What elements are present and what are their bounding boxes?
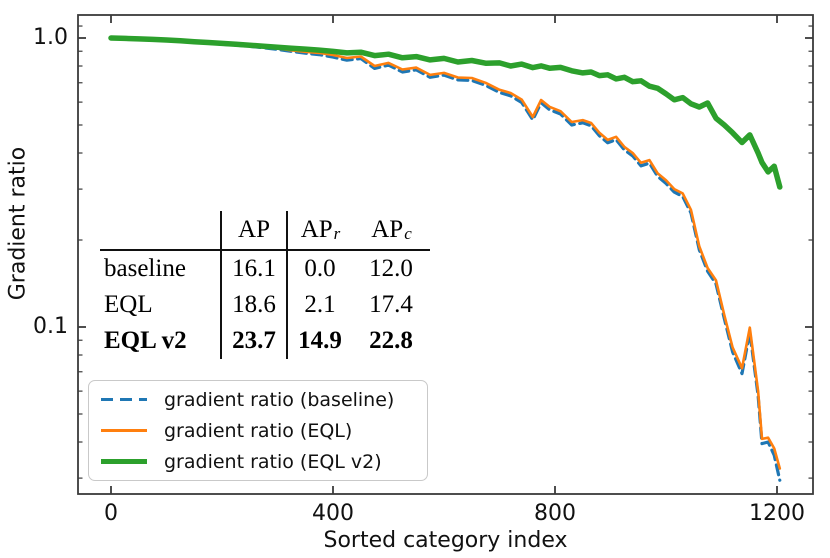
series-line-2 [108, 35, 783, 190]
legend-label: gradient ratio (EQL) [164, 419, 353, 442]
x-axis-label: Sorted category index [323, 528, 568, 553]
y-axis-label: Gradient ratio [5, 146, 31, 301]
x-tick-label: 400 [312, 501, 354, 526]
table-value-cell: 12.0 [369, 255, 413, 282]
table-value-cell: 0.0 [304, 255, 336, 282]
legend-item: gradient ratio (EQL v2) [101, 451, 427, 473]
y-tick-label: 0.1 [33, 314, 68, 339]
table-value-cell: 18.6 [222, 287, 288, 323]
table-row-label: EQL v2 [100, 323, 222, 359]
table-row-label: EQL [100, 287, 222, 323]
table-value-cell: 16.1 [222, 251, 288, 287]
table-value-cell: 2.1 [304, 291, 336, 318]
x-tick-label: 1200 [749, 501, 805, 526]
table-value-cell: 22.8 [369, 327, 413, 354]
table-value-cell: 17.4 [369, 291, 413, 318]
legend-label: gradient ratio (EQL v2) [164, 450, 382, 473]
legend: gradient ratio (baseline) gradient ratio … [88, 380, 428, 481]
table-value-cell: 14.9 [298, 327, 342, 354]
table-header-cell: AP [222, 211, 288, 251]
table-header-cell: AP c [352, 211, 430, 251]
table-header-cell: AP r [288, 211, 352, 251]
axes-spines [77, 14, 814, 495]
x-tick-label: 0 [104, 501, 118, 526]
x-tick-label: 800 [534, 501, 576, 526]
legend-line-swatch [101, 458, 147, 465]
table-header-cell [100, 211, 222, 251]
legend-item: gradient ratio (EQL) [101, 420, 427, 442]
legend-label: gradient ratio (baseline) [164, 388, 395, 411]
results-table: AP AP r AP c baseline 16.1 0.0 12.0 EQL 18.6 2.1 17.… [100, 211, 430, 359]
legend-line-swatch [101, 429, 147, 432]
table-row-label: baseline [100, 251, 222, 287]
legend-item: gradient ratio (baseline) [101, 389, 427, 411]
table-value-cell: 23.7 [222, 323, 288, 359]
legend-line-swatch [101, 397, 147, 402]
y-tick-label: 1.0 [33, 25, 68, 50]
